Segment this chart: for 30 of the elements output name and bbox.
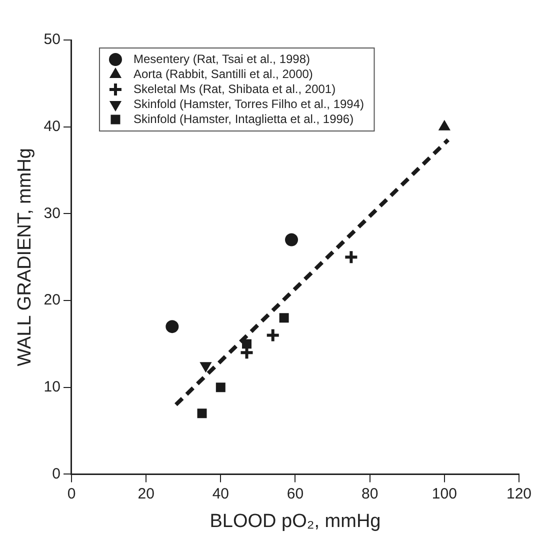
- y-tick-label: 30: [44, 204, 60, 222]
- legend-label: Mesentery (Rat, Tsai et al., 1998): [133, 52, 310, 66]
- x-tick-label: 20: [138, 485, 154, 502]
- point: [166, 320, 179, 334]
- y-tick-label: 50: [44, 31, 60, 48]
- y-tick-label: 20: [44, 292, 60, 309]
- point: [265, 328, 280, 343]
- x-tick-label: 100: [432, 485, 457, 502]
- legend-label: Aorta (Rabbit, Santilli et al., 2000): [133, 66, 313, 81]
- y-tick-label: 40: [44, 118, 60, 135]
- point: [279, 313, 289, 323]
- y-axis-title: WALL GRADIENT, mmHg: [14, 148, 36, 366]
- x-tick-label: 40: [212, 485, 229, 502]
- legend-label: Skeletal Ms (Rat, Shibata et al., 2001): [133, 82, 336, 96]
- legend-label: Skinfold (Hamster, Torres Filho et al., 1994): [133, 96, 364, 111]
- point: [216, 382, 226, 392]
- x-tick-label: 120: [506, 485, 532, 502]
- point: [200, 362, 212, 372]
- x-axis-title: BLOOD pO₂, mmHg: [210, 510, 381, 532]
- point: [285, 233, 298, 246]
- x-tick-label: 80: [361, 485, 378, 502]
- point: [242, 339, 252, 349]
- y-tick-label: 0: [52, 465, 60, 482]
- point: [344, 250, 359, 265]
- y-tick-label: 10: [44, 378, 60, 396]
- point: [438, 120, 450, 130]
- point: [197, 408, 207, 418]
- x-tick-label: 0: [67, 485, 76, 502]
- x-tick-label: 60: [286, 485, 304, 502]
- legend-label: Skinfold (Hamster, Intaglietta et al., 1996): [133, 112, 354, 126]
